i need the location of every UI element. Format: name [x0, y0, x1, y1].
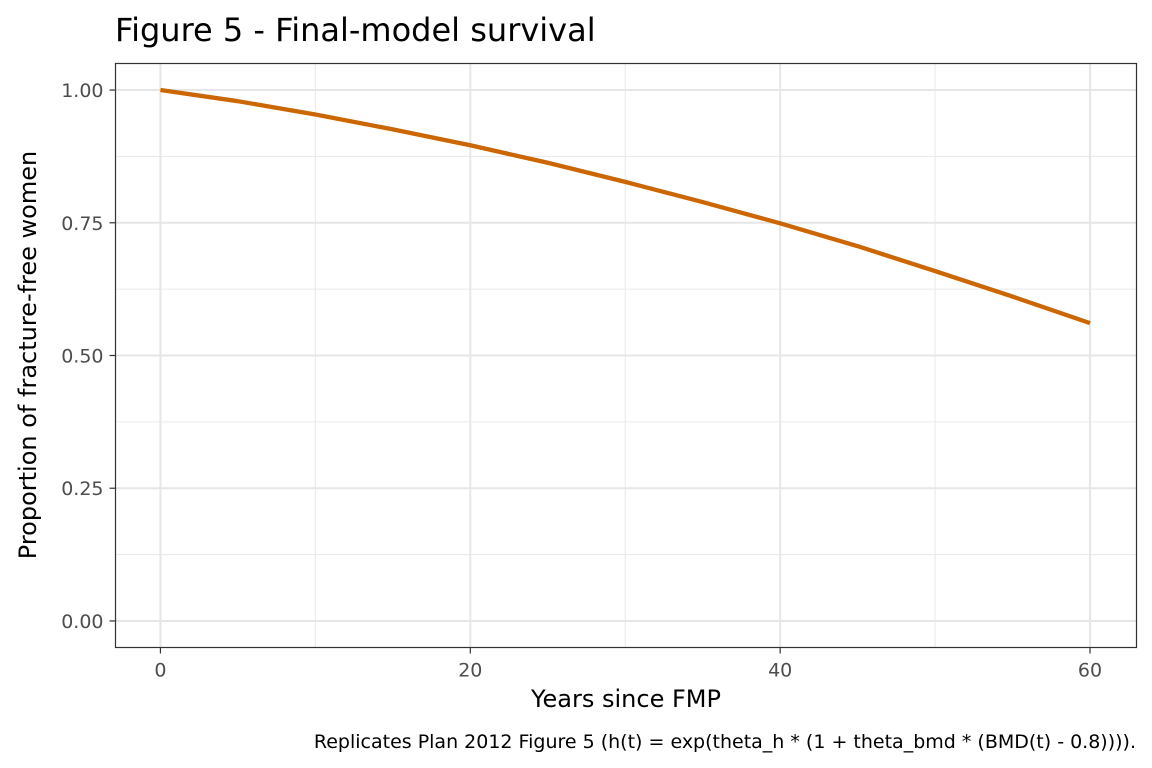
y-axis: 0.00 0.25 0.50 0.75 1.00 — [61, 80, 116, 633]
y-axis-title: Proportion of fracture-free women — [14, 151, 42, 559]
x-axis-title: Years since FMP — [530, 685, 721, 713]
y-tick-label: 0.00 — [61, 611, 103, 633]
x-tick-label: 60 — [1078, 660, 1102, 682]
x-tick-label: 0 — [154, 660, 166, 682]
chart-title: Figure 5 - Final-model survival — [115, 11, 596, 49]
x-tick-label: 40 — [768, 660, 792, 682]
series-layer — [160, 87, 1091, 326]
y-tick-label: 1.00 — [61, 80, 103, 102]
y-tick-label: 0.50 — [61, 346, 103, 368]
survival-curve — [160, 87, 1091, 326]
x-tick-label: 20 — [458, 660, 482, 682]
chart-caption: Replicates Plan 2012 Figure 5 (h(t) = ex… — [314, 731, 1136, 753]
major-gridlines — [115, 63, 1137, 648]
y-tick-label: 0.75 — [61, 213, 103, 235]
x-axis: 0 20 40 60 — [154, 647, 1102, 682]
y-tick-label: 0.25 — [61, 478, 103, 500]
